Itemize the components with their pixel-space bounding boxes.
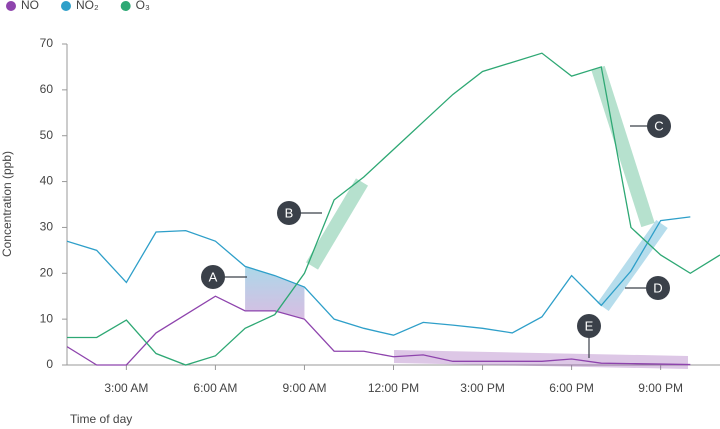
annotation-marker: [646, 276, 670, 300]
highlight-d: [597, 219, 668, 312]
legend-swatch: [120, 1, 131, 11]
x-tick-label: 3:00 AM: [104, 381, 148, 395]
y-tick-label: 40: [40, 174, 54, 188]
annotation-marker: [647, 114, 671, 138]
highlight-b: [305, 178, 369, 270]
y-tick-label: 20: [40, 265, 54, 279]
annotation-label: B: [285, 205, 294, 220]
highlight-e: [394, 350, 688, 369]
series-line: [67, 216, 691, 336]
legend-swatch: [6, 1, 16, 11]
annotation-marker: [277, 201, 301, 225]
series-line: [67, 295, 691, 366]
y-tick-label: 30: [40, 220, 54, 234]
legend-label: NO: [21, 0, 39, 12]
series-line: [67, 52, 720, 366]
y-tick-label: 0: [46, 357, 53, 371]
x-tick-label: 9:00 PM: [638, 381, 683, 395]
y-axis-label: Concentration (ppb): [0, 151, 14, 257]
x-tick-label: 3:00 PM: [460, 381, 505, 395]
annotation-label: D: [653, 280, 662, 295]
annotation-marker: [201, 265, 225, 289]
annotation-label: A: [209, 269, 218, 284]
y-tick-label: 60: [40, 82, 54, 96]
legend-label: NO₂: [76, 0, 99, 12]
y-tick-label: 50: [40, 128, 54, 142]
highlight-a: [245, 266, 305, 320]
y-tick-label: 70: [40, 36, 54, 50]
x-tick-label: 9:00 AM: [282, 381, 326, 395]
annotation-label: C: [654, 118, 663, 133]
x-tick-label: 6:00 AM: [193, 381, 237, 395]
annotation-label: E: [585, 318, 594, 333]
legend-label: O₃: [136, 0, 150, 12]
x-tick-label: 6:00 PM: [549, 381, 594, 395]
x-axis-label: Time of day: [70, 412, 132, 426]
y-tick-label: 10: [40, 311, 54, 325]
annotation-marker: [577, 314, 601, 338]
x-tick-label: 12:00 PM: [368, 381, 419, 395]
legend-swatch: [61, 1, 71, 11]
